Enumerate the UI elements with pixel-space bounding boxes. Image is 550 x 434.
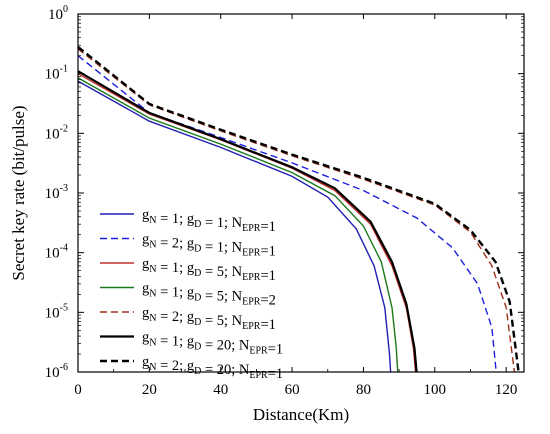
legend: gN = 1; gD = 1; NEPR=1gN = 2; gD = 1; NE… (100, 207, 283, 382)
x-tick-label: 100 (424, 382, 447, 398)
x-tick-label: 60 (285, 382, 300, 398)
legend-label-4: gN = 1; gD = 5; NEPR=2 (142, 281, 276, 309)
legend-label-7: gN = 2; gD = 20; NEPR=1 (142, 354, 283, 382)
y-tick-label: 10-2 (45, 123, 68, 142)
y-tick-label: 10-3 (45, 183, 68, 202)
series-line-6 (77, 70, 418, 373)
y-tick-label: 10-4 (45, 243, 68, 262)
legend-label-3: gN = 1; gD = 5; NEPR=1 (142, 256, 276, 284)
legend-label-2: gN = 2; gD = 1; NEPR=1 (142, 232, 276, 260)
y-tick-label: 100 (48, 4, 68, 23)
legend-label-5: gN = 2; gD = 5; NEPR=1 (142, 305, 276, 333)
legend-label-6: gN = 1; gD = 20; NEPR=1 (142, 330, 283, 358)
x-tick-label: 0 (74, 382, 82, 398)
x-tick-label: 20 (142, 382, 157, 398)
plot-marks (77, 46, 520, 373)
series-line-4 (77, 77, 399, 373)
x-tick-label: 80 (356, 382, 371, 398)
y-axis: 10-6 10-5 10-4 10-3 10-2 10-1 100 (45, 4, 524, 381)
x-axis: 0 20 40 60 80 100 120 (74, 14, 517, 398)
y-axis-title: Secret key rate (bit/pulse) (9, 105, 28, 280)
y-tick-label: 10-5 (45, 302, 68, 321)
x-tick-label: 120 (495, 382, 518, 398)
y-tick-label: 10-1 (45, 64, 68, 83)
legend-label-1: gN = 1; gD = 1; NEPR=1 (142, 207, 276, 235)
y-tick-label: 10-6 (45, 362, 68, 381)
series-line-7 (77, 46, 520, 373)
series-line-2 (77, 55, 497, 373)
x-tick-label: 40 (213, 382, 228, 398)
series-line-1 (77, 80, 392, 373)
x-axis-title: Distance(Km) (253, 405, 349, 424)
series-line-5 (77, 48, 516, 373)
